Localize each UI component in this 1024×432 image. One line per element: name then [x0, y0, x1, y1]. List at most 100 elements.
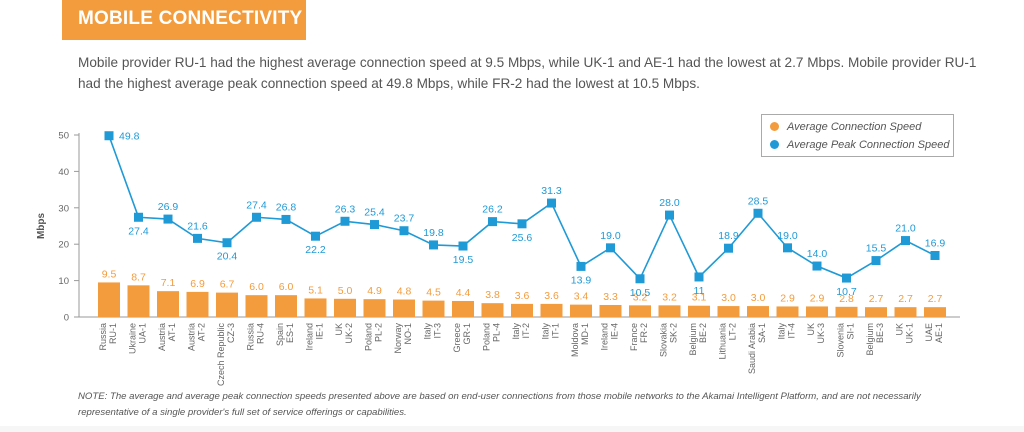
- peak-marker: [694, 272, 704, 282]
- bar-value-label: 9.5: [102, 268, 117, 280]
- peak-marker: [812, 261, 822, 271]
- category-provider-label: SI-1: [846, 323, 856, 340]
- peak-value-label: 26.2: [482, 204, 503, 216]
- bar: [275, 295, 297, 317]
- page-bottom-strip: [0, 426, 1024, 432]
- peak-value-label: 25.6: [512, 232, 533, 244]
- category-country-label: Belgium: [865, 323, 875, 356]
- peak-marker: [547, 198, 556, 208]
- legend-label-average: Average Connection Speed: [787, 121, 922, 133]
- category-country-label: Ukraine: [128, 323, 138, 354]
- connectivity-chart: 0 10 20 30 40 50 Mbps 9.5 8.7 7.1 6.9 6.7 6.0 6.0 5.1…: [36, 131, 960, 386]
- y-tick-label: 40: [58, 167, 69, 178]
- category-country-label: Italy: [511, 323, 521, 340]
- bar: [865, 307, 887, 317]
- category-provider-label: PL-2: [374, 323, 384, 342]
- category-country-label: Poland: [364, 323, 374, 351]
- peak-marker: [665, 210, 674, 220]
- peak-value-label: 20.4: [217, 251, 238, 263]
- bar-value-label: 3.8: [485, 289, 500, 301]
- peak-value-label: 22.2: [305, 244, 326, 256]
- peak-value-label: 10.7: [836, 286, 857, 298]
- bar-value-label: 6.0: [249, 281, 264, 293]
- category-provider-label: GR-1: [462, 323, 472, 345]
- peak-marker: [134, 212, 143, 222]
- peak-marker: [458, 241, 468, 251]
- peak-value-label: 19.8: [423, 227, 444, 239]
- peak-value-label: 31.3: [541, 185, 562, 197]
- peak-value-label: 26.3: [335, 203, 356, 215]
- bar-series-average: [98, 282, 946, 317]
- category-provider-label: FR-2: [639, 323, 649, 343]
- bar: [688, 305, 710, 317]
- bar: [658, 305, 681, 317]
- category-provider-label: ES-1: [285, 323, 295, 343]
- y-tick-label: 20: [58, 240, 69, 251]
- bar-value-label: 3.0: [751, 292, 766, 304]
- category-country-label: Moldova: [570, 323, 580, 357]
- y-axis-label: Mbps: [36, 213, 47, 240]
- peak-value-label: 11: [694, 285, 705, 297]
- category-country-label: UK: [895, 323, 905, 336]
- category-provider-label: UK-1: [905, 323, 915, 344]
- category-country-label: Austria: [157, 323, 167, 351]
- peak-value-label: 28.0: [659, 197, 680, 209]
- category-provider-label: BE-3: [875, 323, 885, 343]
- peak-marker: [399, 226, 409, 236]
- peak-marker: [311, 231, 320, 241]
- category-country-label: Slovenia: [836, 323, 846, 358]
- bar: [157, 291, 179, 317]
- category-provider-label: RU-1: [108, 323, 118, 344]
- peak-value-label: 18.9: [718, 230, 739, 242]
- category-country-label: UAE: [924, 323, 934, 342]
- category-provider-label: IE-4: [610, 323, 620, 340]
- category-country-label: UK: [334, 323, 344, 336]
- peak-value-label: 21.0: [895, 223, 916, 235]
- category-country-label: Italy: [777, 323, 787, 340]
- bar-value-label: 6.7: [220, 279, 235, 291]
- legend-item-peak: Average Peak Connection Speed: [770, 137, 949, 153]
- bar-value-label: 2.9: [810, 292, 825, 304]
- bar: [599, 304, 622, 317]
- bar: [304, 298, 327, 317]
- bar: [216, 292, 238, 317]
- bar: [540, 303, 563, 317]
- category-provider-label: SK-2: [669, 323, 679, 343]
- bar-value-label: 3.6: [544, 290, 559, 302]
- legend-item-average: Average Connection Speed: [770, 119, 921, 135]
- category-provider-label: PL-4: [492, 323, 502, 342]
- bar: [422, 300, 445, 317]
- peak-marker: [724, 243, 733, 253]
- bar-value-label: 2.8: [839, 293, 854, 305]
- bar-value-label: 2.7: [898, 293, 913, 305]
- category-provider-label: IT-4: [787, 323, 797, 339]
- peak-value-label: 15.5: [866, 243, 887, 255]
- category-provider-label: CZ-3: [226, 323, 236, 343]
- category-country-label: Russia: [246, 323, 256, 351]
- bar-value-label: 4.4: [456, 287, 471, 299]
- y-tick-label: 10: [58, 276, 69, 287]
- peak-value-label: 26.9: [158, 201, 179, 213]
- peak-value-label: 49.8: [119, 131, 140, 143]
- chart-summary: Mobile provider RU-1 had the highest ave…: [78, 55, 977, 91]
- bar-value-label: 3.6: [515, 290, 530, 302]
- category-provider-label: AE-1: [934, 323, 944, 343]
- bar: [717, 306, 740, 317]
- category-provider-label: LT-2: [728, 323, 738, 340]
- category-provider-label: NO-1: [403, 323, 413, 345]
- peak-value-label: 25.4: [364, 207, 385, 219]
- footnote: NOTE: The average and average peak conne…: [78, 391, 921, 418]
- category-provider-label: UK-2: [344, 323, 354, 344]
- bar: [481, 303, 504, 317]
- peak-value-label: 23.7: [394, 213, 415, 225]
- peak-marker: [753, 208, 763, 218]
- peak-value-label: 27.4: [246, 199, 267, 211]
- category-country-label: Ireland: [600, 323, 610, 351]
- peak-value-label: 28.5: [748, 195, 769, 207]
- category-provider-label: IT-2: [521, 323, 531, 339]
- bar-value-label: 2.7: [928, 293, 943, 305]
- peak-value-label: 26.8: [276, 201, 297, 213]
- peak-marker: [930, 250, 940, 260]
- bar: [570, 304, 592, 317]
- bar: [629, 305, 651, 317]
